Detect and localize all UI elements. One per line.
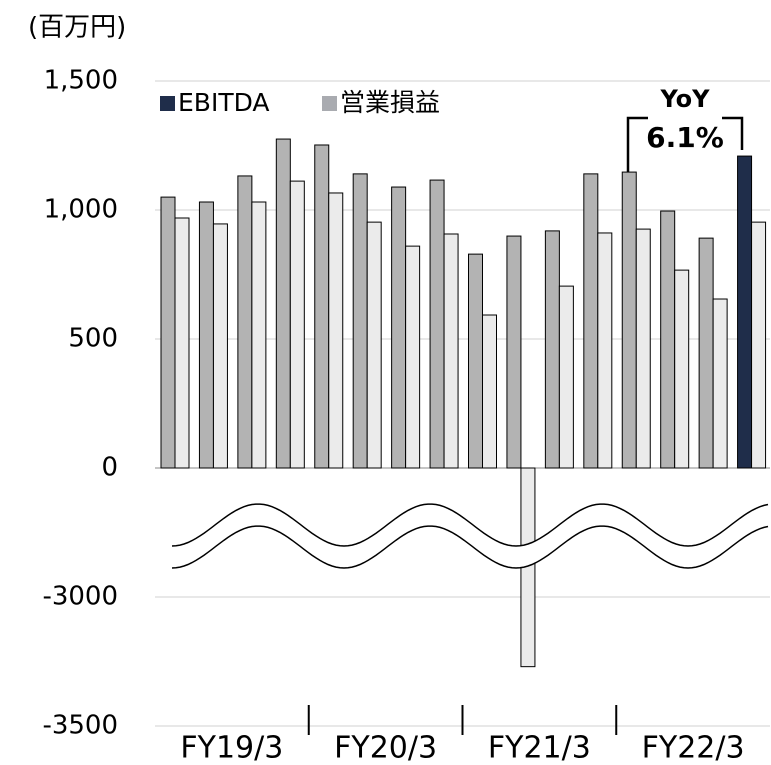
y-tick-label: 500 xyxy=(68,324,118,354)
bar xyxy=(289,180,305,469)
bar xyxy=(328,192,344,469)
bar xyxy=(583,173,599,469)
axis-break-line xyxy=(171,525,769,569)
bar xyxy=(212,223,228,469)
bar xyxy=(737,155,753,469)
unit-label: (百万円) xyxy=(28,13,126,43)
axis-break-line xyxy=(171,503,769,547)
annotation-bracket xyxy=(626,116,744,172)
bar xyxy=(366,221,382,469)
y-tick-label: -3000 xyxy=(42,582,118,612)
annotation-label: YoY xyxy=(659,85,710,113)
bar xyxy=(544,230,560,469)
bar xyxy=(237,175,253,469)
bar xyxy=(635,228,651,469)
legend-swatch xyxy=(322,96,337,111)
bar xyxy=(558,285,574,469)
bar xyxy=(751,221,767,469)
annotation-value: 6.1% xyxy=(646,121,724,154)
bar xyxy=(405,245,421,469)
legend-label: 営業損益 xyxy=(340,88,440,117)
bar xyxy=(482,314,497,469)
y-tick-label: 1,000 xyxy=(44,195,118,225)
group-label: FY22/3 xyxy=(642,731,745,765)
bar xyxy=(314,144,330,469)
legend-label: EBITDA xyxy=(178,88,270,117)
bar xyxy=(506,235,522,469)
bar xyxy=(160,196,176,469)
bar xyxy=(352,173,368,469)
bar xyxy=(597,232,613,469)
group-label: FY21/3 xyxy=(488,731,591,765)
legend-swatch xyxy=(160,96,175,111)
bar xyxy=(174,217,190,469)
bar xyxy=(468,253,483,469)
bar xyxy=(275,138,291,469)
bar xyxy=(198,201,214,469)
bar xyxy=(391,186,407,469)
bar xyxy=(443,233,459,469)
bar xyxy=(698,237,714,469)
bar xyxy=(251,201,267,469)
bar xyxy=(621,171,637,469)
axis-break-fill xyxy=(172,504,771,568)
group-label: FY20/3 xyxy=(334,731,437,765)
y-tick-label: 0 xyxy=(101,453,118,483)
y-tick-label: 1,500 xyxy=(44,66,118,96)
bar xyxy=(429,179,445,469)
y-tick-label: -3500 xyxy=(42,711,118,741)
bar xyxy=(660,210,676,469)
bar xyxy=(712,298,728,469)
group-label: FY19/3 xyxy=(180,731,283,765)
bar xyxy=(674,269,690,469)
